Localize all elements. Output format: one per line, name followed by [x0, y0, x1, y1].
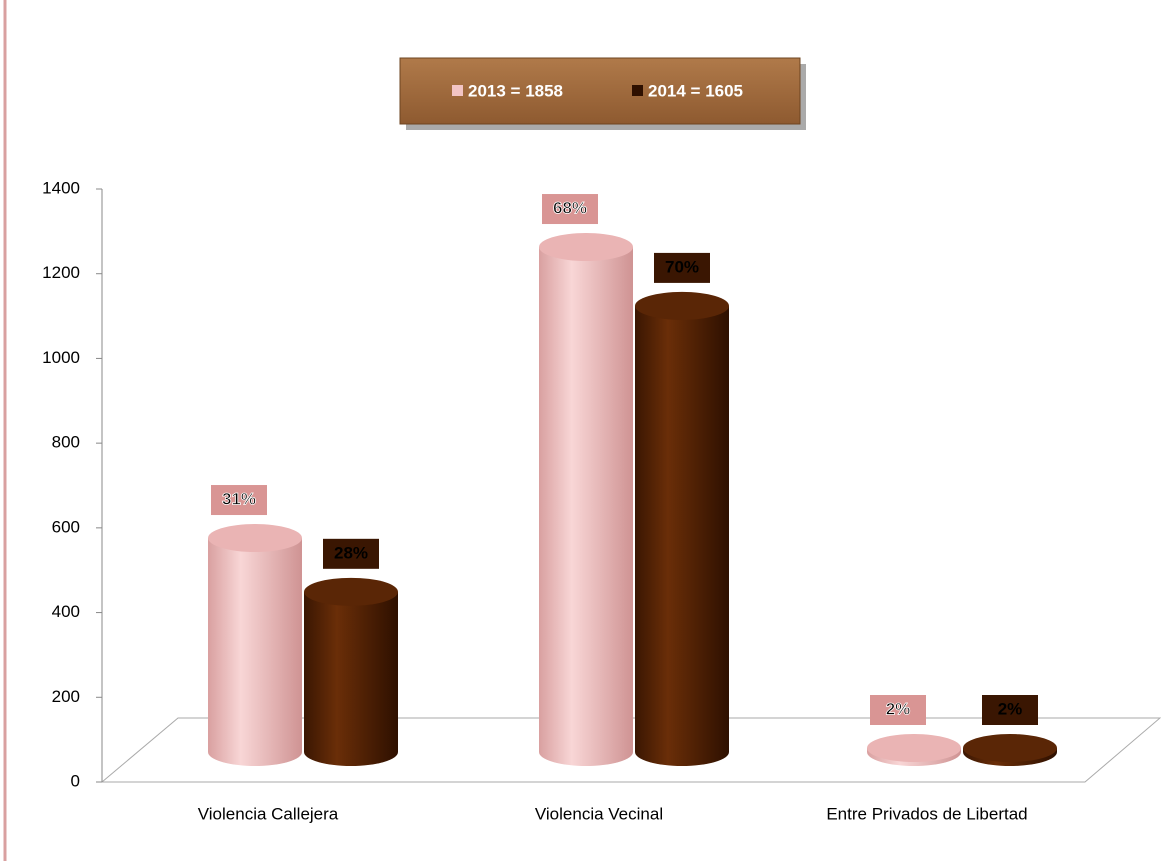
y-tick-label: 1200 [42, 263, 80, 282]
legend-swatch [452, 85, 463, 96]
legend-box [399, 57, 801, 125]
value-label: 2% [998, 699, 1023, 718]
value-label: 28% [334, 543, 368, 562]
value-label: 68% [553, 199, 587, 218]
value-label: 2% [886, 699, 911, 718]
value-label-box [323, 538, 379, 569]
bar [304, 591, 398, 766]
legend-label: 2013 = 1858 [468, 81, 563, 100]
bar-top [963, 734, 1057, 762]
bar [539, 247, 633, 766]
x-tick-label: Entre Privados de Libertad [826, 804, 1027, 823]
bar-top [867, 734, 961, 762]
value-label-box [654, 252, 710, 283]
y-tick-label: 400 [52, 602, 80, 621]
bar-top [635, 291, 729, 320]
y-tick-label: 600 [52, 517, 80, 536]
value-label-box [982, 695, 1038, 725]
value-label-box [870, 695, 926, 725]
legend-swatch [632, 85, 643, 96]
legend-label: 2014 = 1605 [648, 81, 743, 100]
y-tick-label: 800 [52, 433, 80, 452]
value-label-box [211, 485, 267, 516]
bar-top [208, 524, 302, 553]
bar-top [304, 577, 398, 606]
y-tick-label: 1400 [42, 178, 80, 197]
x-tick-label: Violencia Vecinal [535, 804, 663, 823]
y-tick-label: 1000 [42, 348, 80, 367]
y-tick-label: 200 [52, 687, 80, 706]
x-tick-label: Violencia Callejera [198, 804, 339, 823]
bar [208, 538, 302, 766]
y-tick-label: 0 [71, 771, 80, 790]
floor [100, 717, 1161, 783]
bar-top [539, 233, 633, 262]
value-label-box [542, 194, 598, 225]
bar [635, 305, 729, 766]
value-label: 31% [222, 490, 256, 509]
value-label: 70% [665, 257, 699, 276]
